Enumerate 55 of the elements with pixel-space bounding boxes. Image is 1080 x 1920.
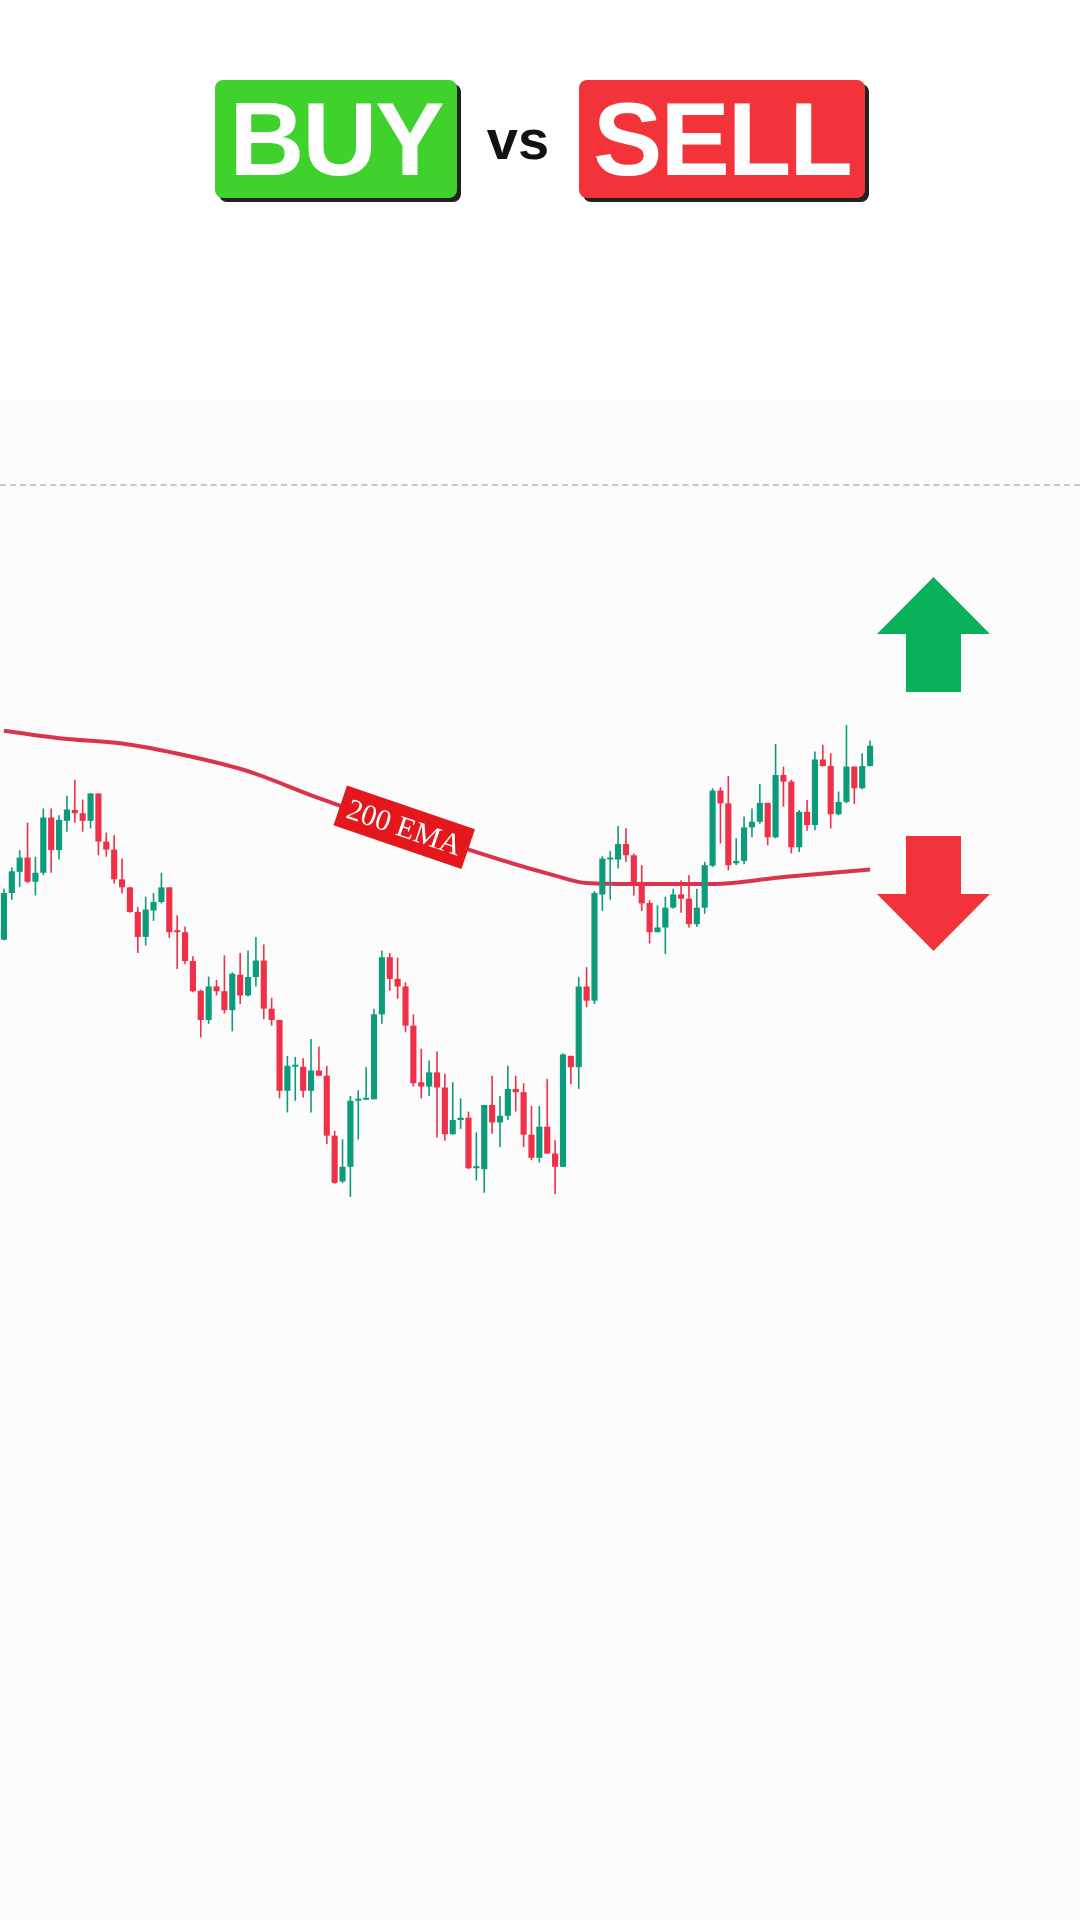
candlestick <box>583 966 590 1009</box>
candlestick <box>221 954 228 1015</box>
candlestick <box>835 790 842 816</box>
candlestick <box>355 1089 362 1141</box>
candlestick <box>670 887 677 910</box>
candlestick <box>693 887 700 928</box>
candlestick <box>717 786 724 845</box>
text: 200 EMA <box>342 791 467 862</box>
candlestick <box>394 956 401 1000</box>
candlestick <box>489 1074 496 1135</box>
candlestick <box>426 1059 433 1097</box>
candlestick <box>339 1138 346 1184</box>
candlestick <box>79 798 86 833</box>
candlestick <box>63 795 70 833</box>
candlestick <box>615 825 622 870</box>
candlestick <box>244 949 252 998</box>
candlestick <box>237 952 244 1005</box>
candlestick <box>268 997 275 1027</box>
candlestick <box>473 1131 480 1182</box>
candlestick <box>449 1081 456 1136</box>
candlestick <box>607 850 614 901</box>
candlestick <box>851 765 858 805</box>
candlestick <box>315 1045 322 1077</box>
candlestick <box>622 827 630 863</box>
candlestick <box>363 1066 370 1101</box>
candlestick <box>512 1074 519 1113</box>
candlestick <box>528 1105 535 1161</box>
candlestick <box>859 752 866 790</box>
chart-title: BUY vs SELL <box>228 80 852 198</box>
candlestick <box>662 896 669 955</box>
candlestick <box>103 831 110 858</box>
candlestick <box>252 936 259 988</box>
candlestick <box>307 1038 315 1114</box>
candlestick <box>150 892 157 922</box>
candlestick <box>174 914 181 970</box>
candlestick <box>433 1050 441 1139</box>
candlestick <box>638 864 645 912</box>
candlestick <box>567 1055 574 1085</box>
candlestick <box>819 744 826 768</box>
candlestick <box>118 857 126 895</box>
candlestick <box>804 799 811 832</box>
candlestick <box>654 904 661 934</box>
candlestick <box>32 855 39 897</box>
candlestick <box>780 765 787 808</box>
candlestick <box>16 849 23 888</box>
candlestick <box>386 952 393 992</box>
candlestick <box>71 778 78 824</box>
candlestick <box>552 1139 559 1195</box>
candlestick <box>418 1047 425 1100</box>
candlestick <box>292 1056 299 1102</box>
candlestick <box>866 739 874 768</box>
candlestick <box>158 871 165 905</box>
candlestick <box>756 783 763 825</box>
candlestick <box>678 879 685 914</box>
candlestick <box>8 866 15 901</box>
